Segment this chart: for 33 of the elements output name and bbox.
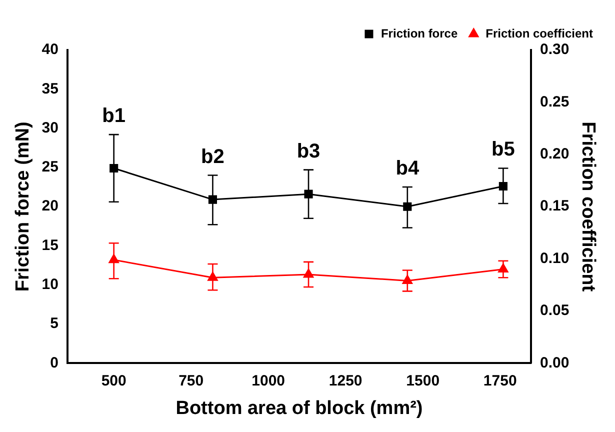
x-axis-title: Bottom area of block (mm²) <box>176 398 423 419</box>
annotation: b2 <box>201 146 224 168</box>
x-tick-label: 1500 <box>406 372 440 390</box>
annotation: b4 <box>396 158 420 180</box>
y-tick-label: 0 <box>50 354 58 372</box>
x-tick-label: 750 <box>178 372 204 390</box>
y2-tick-label: 0.30 <box>540 41 570 58</box>
y2-axis-title: Friction coefficient <box>577 122 598 292</box>
annotation: b5 <box>492 138 515 161</box>
y2-tick-label: 0.15 <box>540 198 570 215</box>
y-tick-label: 40 <box>42 41 58 58</box>
y-tick-label: 25 <box>42 158 58 176</box>
y-tick-label: 10 <box>42 276 58 294</box>
y-tick-label: 35 <box>42 80 58 98</box>
x-tick-label: 1750 <box>483 372 517 390</box>
y2-tick-label: 0.25 <box>540 93 570 110</box>
y-tick-label: 30 <box>42 119 58 136</box>
y2-tick-label: 0.00 <box>540 354 570 372</box>
y2-tick-label: 0.20 <box>540 146 570 163</box>
legend-label: Friction force <box>380 26 458 40</box>
x-tick-label: 500 <box>101 372 126 390</box>
annotation: b3 <box>296 140 320 162</box>
annotation: b1 <box>102 105 126 128</box>
point <box>304 190 313 198</box>
y2-tick-label: 0.05 <box>540 302 570 320</box>
y-axis-title: Friction force (mN) <box>12 122 34 292</box>
y-tick-label: 15 <box>42 236 58 254</box>
y-tick-label: 5 <box>50 315 58 332</box>
x-tick-label: 1000 <box>252 372 286 390</box>
legend-label: Friction coefficient <box>486 26 594 40</box>
y2-tick-label: 0.10 <box>540 250 570 267</box>
y-tick-label: 20 <box>42 198 58 215</box>
x-tick-label: 1250 <box>328 372 362 390</box>
